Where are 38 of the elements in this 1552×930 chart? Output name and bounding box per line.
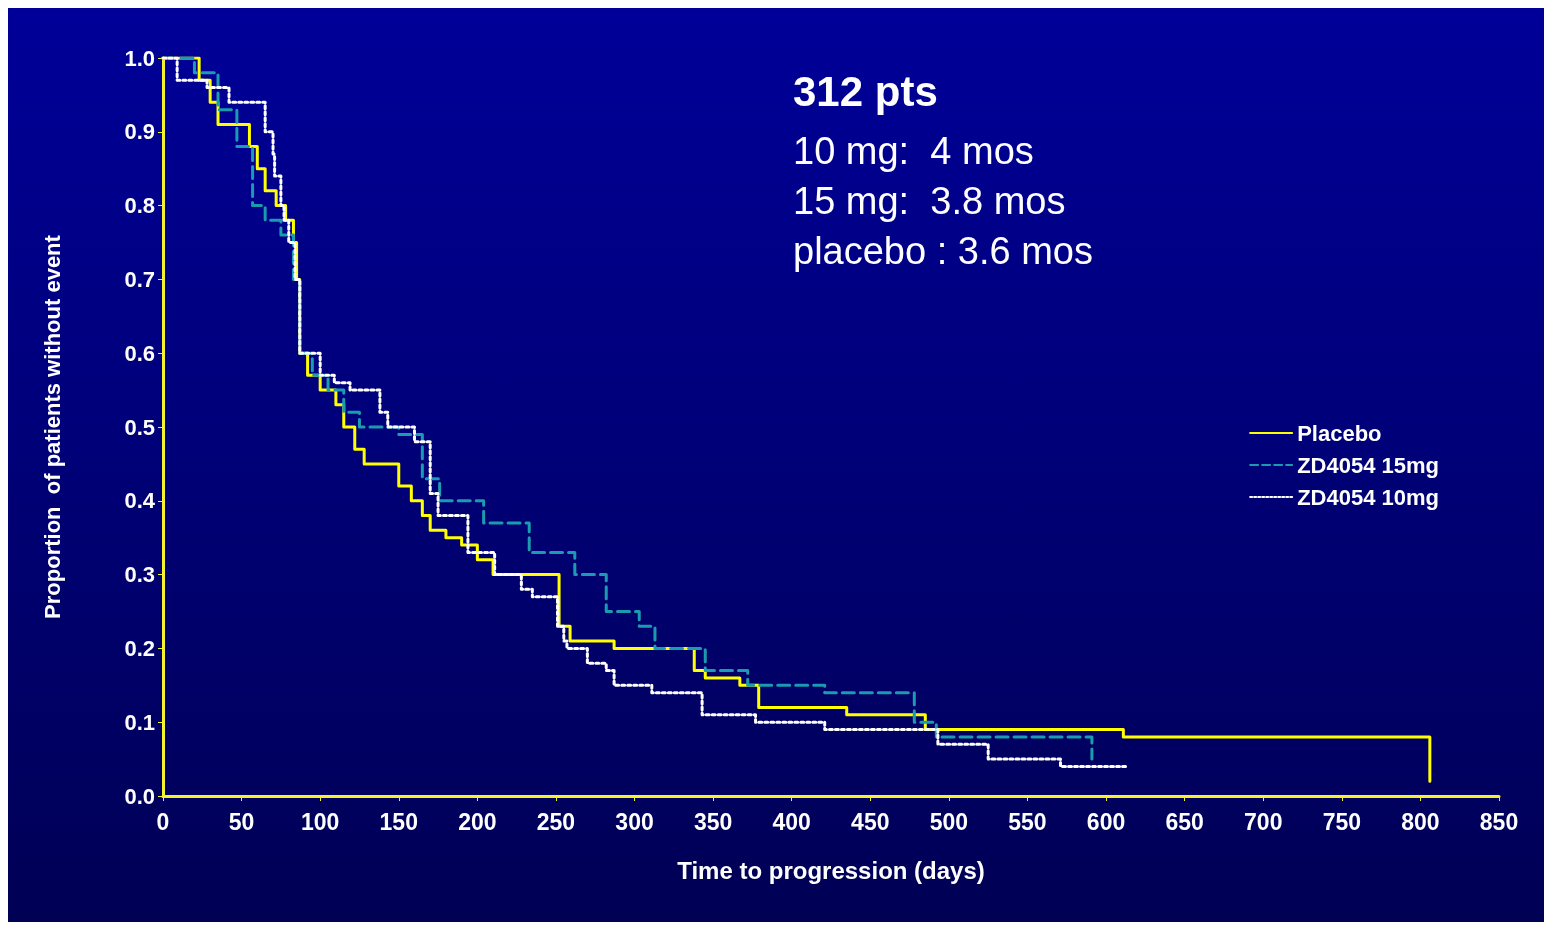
x-tick-label: 850 [1479, 808, 1519, 835]
x-tick-label: 300 [615, 808, 654, 835]
x-tick-label: 200 [458, 808, 497, 835]
y-tick-label: 1.0 [124, 45, 155, 71]
y-tick-label: 0.0 [124, 783, 155, 809]
x-axis-title: Time to progression (days) [677, 856, 985, 884]
y-axis-title: Proportion of patients without event [39, 234, 65, 619]
x-tick-label: 500 [929, 808, 969, 835]
y-tick-label: 0.7 [124, 266, 155, 292]
x-tick-label: 350 [693, 808, 733, 835]
x-tick-label: 50 [228, 808, 255, 835]
annotation: 15 mg: 3.8 mos [793, 180, 1066, 222]
y-tick-label: 0.3 [124, 562, 155, 588]
x-tick-label: 650 [1165, 808, 1204, 835]
y-tick-label: 0.1 [124, 709, 155, 735]
x-tick-label: 0 [156, 808, 170, 835]
x-tick-label: 100 [300, 808, 340, 835]
y-tick-label: 0.4 [124, 488, 156, 514]
annotation: 312 pts [793, 67, 938, 115]
y-tick-label: 0.2 [124, 635, 155, 661]
x-tick-label: 450 [851, 808, 890, 835]
legend-label: ZD4054 15mg [1297, 452, 1440, 478]
annotation: 10 mg: 4 mos [793, 130, 1034, 172]
y-tick-label: 0.9 [124, 119, 155, 145]
x-tick-label: 150 [379, 808, 418, 835]
y-tick-label: 0.5 [124, 414, 155, 440]
legend-label: ZD4054 10mg [1297, 484, 1440, 510]
x-tick-label: 800 [1401, 808, 1440, 835]
x-tick-label: 600 [1086, 808, 1126, 835]
legend-label: Placebo [1297, 420, 1382, 446]
annotation: placebo : 3.6 mos [793, 230, 1093, 272]
x-tick-label: 550 [1008, 808, 1047, 835]
y-tick-label: 0.8 [124, 193, 155, 219]
x-tick-label: 400 [772, 808, 811, 835]
x-tick-label: 250 [536, 808, 576, 835]
y-tick-label: 0.6 [124, 340, 155, 366]
x-tick-label: 700 [1244, 808, 1283, 835]
x-tick-label: 750 [1322, 808, 1362, 835]
